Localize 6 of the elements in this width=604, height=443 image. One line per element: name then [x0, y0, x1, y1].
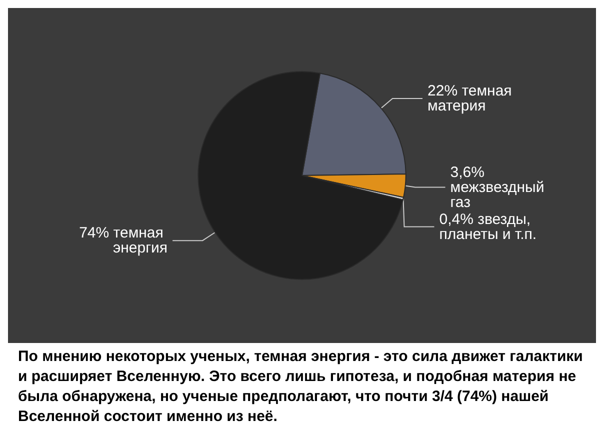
text: По мнению некоторых ученых, темная энергия - это сила движет галактики и расширяет Вселенную. Это всего лишь гипотеза, и подобная материя не была обнаружена, но ученые предполагают, что почти 3/4 (74%) нашей Вселенной состоит именно из неё.: [8, 343, 596, 431]
slice-label: 22% темная материя: [428, 82, 516, 114]
data-label: 3,6%: [450, 164, 489, 181]
slice-label: 74% темная энергия: [79, 224, 168, 257]
slice-label: 0,4% звезды, планеты и т.п.: [439, 210, 537, 243]
slice-label: межзвездный газ: [450, 178, 548, 211]
